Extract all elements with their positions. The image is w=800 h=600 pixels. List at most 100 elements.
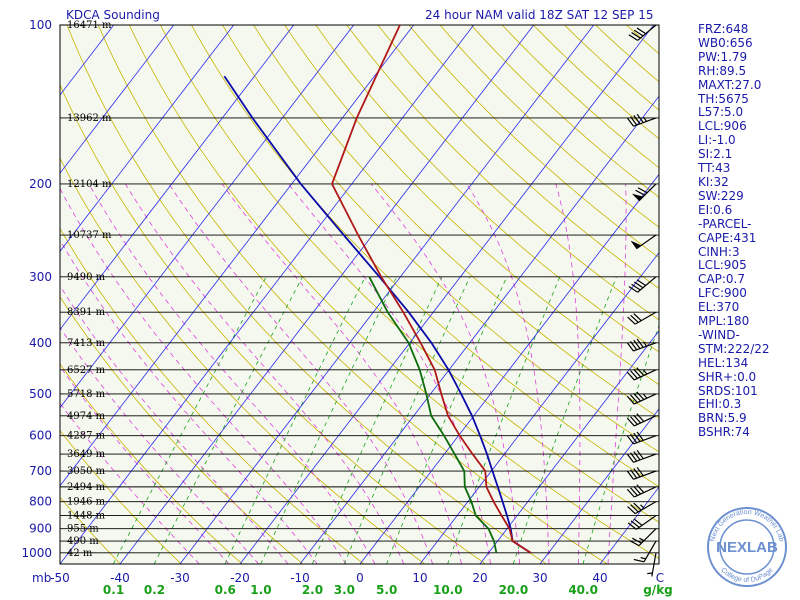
temperature-tick-label: C: [656, 571, 664, 585]
wind-barb-staff: [634, 501, 657, 515]
pressure-tick-label: 700: [29, 464, 52, 478]
wind-barb-flag: [630, 341, 638, 351]
wind-barb-flag: [628, 34, 638, 41]
temperature-tick-label: 30: [532, 571, 547, 585]
wind-barb-flag: [627, 522, 637, 530]
temperature-trace: [331, 25, 532, 554]
wind-barb-staff: [633, 470, 657, 480]
wind-barb: [626, 484, 657, 498]
wind-barb: [626, 367, 657, 381]
moist-adiabat-line: [60, 239, 318, 564]
wind-barb-flag: [633, 518, 643, 526]
wind-barb-flag: [633, 485, 642, 495]
wind-barb-flag: [626, 470, 634, 480]
plot-background: [60, 25, 659, 564]
wind-barb-flag: [635, 189, 645, 196]
moist-adiabat-line: [60, 187, 347, 564]
logo-inner-ring: [719, 519, 775, 575]
wind-barb-flag: [629, 540, 640, 547]
mixing-ratio-tick-label: 10.0: [433, 583, 463, 597]
mixing-ratio-line: [582, 324, 659, 564]
index-item: SHR+:0.0: [698, 369, 757, 384]
wind-barb-staff: [637, 24, 657, 41]
wind-barb: [626, 449, 657, 463]
isotherm-line: [60, 25, 475, 564]
logo-name-text: NEXLAB: [716, 539, 778, 556]
wind-barb-flag: [633, 392, 642, 402]
wind-barb-flag: [636, 431, 644, 441]
logo-ring-top-text: Next Generation Weather Lab: [709, 509, 784, 542]
height-label: 6527 m: [67, 365, 106, 376]
wind-barb-flag: [636, 279, 646, 287]
moist-adiabat-line: [288, 183, 491, 564]
isotherm-line: [119, 25, 535, 564]
wind-barb: [626, 431, 657, 445]
wind-barb-staff: [643, 540, 657, 563]
mixing-ratio-line: [311, 276, 443, 564]
index-item: LFC:900: [698, 286, 747, 301]
height-label: 4974 m: [67, 411, 106, 422]
index-item: LCL:905: [698, 258, 747, 273]
height-label: 13962 m: [67, 113, 112, 124]
isotherm-line: [479, 330, 659, 564]
index-item: CAPE:431: [698, 230, 757, 245]
isotherm-line: [419, 251, 659, 564]
wind-barb-half-flag: [643, 116, 648, 122]
index-item: EL:370: [698, 300, 740, 315]
wind-barb-flag: [633, 368, 642, 378]
wind-barb-staff: [637, 276, 657, 293]
wind-barb-flag: [626, 395, 635, 405]
isotherm-line: [299, 95, 659, 564]
wind-barb-flag: [630, 314, 639, 323]
pressure-tick-label: 1000: [21, 546, 52, 560]
wind-barb-flag: [631, 283, 641, 291]
mixing-ratio-tick-label: 3.0: [334, 583, 355, 597]
isotherm-line: [60, 25, 295, 331]
isotherm-line: [60, 25, 355, 409]
height-label: 1946 m: [67, 497, 106, 508]
wind-barb-staff: [633, 393, 657, 405]
dry-adiabat-line: [377, 25, 659, 289]
temperature-tick-label: -40: [110, 571, 130, 585]
wind-barb: [627, 501, 657, 515]
isotherm-line: [359, 173, 659, 564]
height-label: 10737 m: [67, 230, 112, 241]
height-label: 490 m: [67, 536, 99, 547]
wind-barb-flag: [633, 558, 645, 563]
wind-barb-half-flag: [643, 393, 648, 399]
wind-barb: [626, 113, 657, 127]
wind-barb-flag: [633, 414, 642, 424]
height-label: 9490 m: [67, 272, 106, 283]
wind-barb-staff: [633, 486, 657, 498]
wind-barb: [629, 528, 657, 547]
isotherm-line: [60, 25, 235, 252]
isotherm-line: [179, 25, 595, 564]
index-item: -PARCEL-: [698, 216, 752, 231]
index-item: CAP:0.7: [698, 272, 745, 287]
wind-barb-half-flag: [647, 572, 653, 575]
wind-barb-flag: [636, 391, 645, 401]
dry-adiabat-line: [60, 296, 304, 564]
wind-barb-flag: [633, 29, 644, 37]
dry-adiabat-line: [60, 429, 182, 564]
wind-barb-staff: [635, 515, 657, 530]
wind-barb-flag: [630, 469, 638, 479]
pressure-tick-label: 900: [29, 522, 52, 536]
index-item: PW:1.79: [698, 49, 748, 64]
wind-barb: [647, 552, 657, 577]
dry-adiabat-line: [60, 227, 365, 564]
wind-barb-flag: [626, 435, 634, 445]
mixing-ratio-tick-label: 2.0: [302, 583, 323, 597]
pressure-axis-unit-label: mb: [32, 571, 51, 585]
dry-adiabat-line: [97, 25, 608, 564]
index-item: -WIND-: [698, 327, 740, 342]
dry-adiabat-line: [66, 25, 547, 564]
index-item: TT:43: [698, 161, 731, 176]
wind-barb: [627, 515, 657, 530]
temperature-tick-label: -30: [170, 571, 190, 585]
wind-barb-flag: [627, 316, 636, 325]
mixing-ratio-tick-label: 40.0: [568, 583, 598, 597]
wind-barb-half-flag: [639, 537, 645, 542]
wind-barb-flag: [636, 27, 646, 35]
wind-barb-flag: [633, 281, 644, 289]
